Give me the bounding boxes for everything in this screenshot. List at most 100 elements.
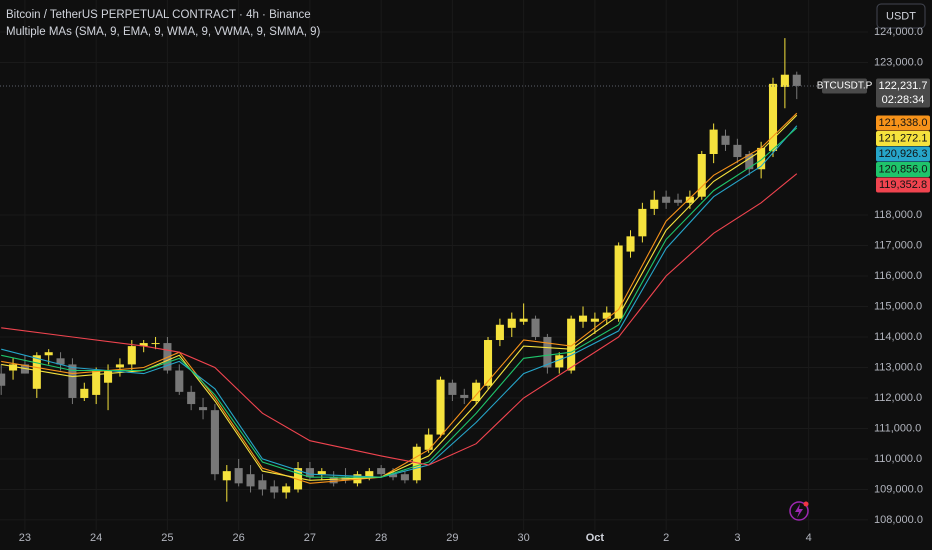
candle-body: [697, 153, 706, 197]
candle-body: [44, 352, 53, 356]
currency-button[interactable]: [876, 3, 926, 29]
ma-price-tag: [876, 177, 930, 193]
candle-body: [139, 343, 148, 347]
ma-price-label: 120,926.3: [879, 148, 928, 160]
x-tick-label: 3: [734, 532, 740, 544]
x-tick-label: 2: [663, 532, 669, 544]
x-tick-label: 27: [304, 532, 316, 544]
candle-body: [483, 340, 493, 386]
x-tick-label: 23: [19, 532, 31, 544]
candle-body: [377, 468, 386, 475]
candle-body: [104, 370, 113, 383]
ma-price-tag: [876, 115, 930, 131]
candle-body: [0, 373, 6, 386]
x-tick-label: 29: [446, 532, 458, 544]
candle-body: [210, 410, 219, 475]
candle-body: [115, 364, 124, 368]
candle-body: [567, 318, 576, 371]
y-tick-label: 123,000.0: [874, 56, 923, 68]
candle-body: [495, 324, 504, 341]
currency-label[interactable]: USDT: [886, 10, 916, 22]
candle-body: [519, 318, 528, 322]
candle-body: [602, 312, 611, 319]
ma-price-label: 120,856.0: [879, 163, 928, 175]
indicator-legend: Multiple MAs (SMA, 9, EMA, 9, WMA, 9, VW…: [6, 26, 321, 38]
x-tick-label: Oct: [586, 532, 605, 544]
candle-body: [792, 74, 801, 86]
y-tick-label: 113,000.0: [874, 361, 922, 373]
x-tick-label: 4: [806, 532, 812, 544]
candle-body: [721, 135, 730, 145]
ma-price-label: 121,272.1: [879, 132, 928, 144]
candle-body: [175, 370, 184, 392]
symbol-tag: [822, 78, 867, 94]
candle-body: [187, 391, 196, 405]
alert-bolt[interactable]: [795, 504, 803, 518]
candle-body: [305, 468, 314, 478]
candle-body: [531, 318, 540, 337]
candle-body: [282, 486, 291, 493]
last-price-tag: [876, 78, 930, 108]
last-price-label: 122,231.7: [879, 80, 928, 92]
candle-body: [424, 434, 433, 450]
candle-body: [709, 129, 718, 154]
candle-body: [578, 315, 588, 322]
candle-body: [294, 468, 303, 490]
ma-price-label: 121,338.0: [879, 117, 928, 129]
y-tick-label: 116,000.0: [874, 270, 922, 282]
x-tick-label: 24: [90, 532, 102, 544]
candle-body: [317, 471, 326, 475]
candle-body: [270, 486, 279, 493]
candle-body: [745, 153, 754, 170]
ma-price-tag: [876, 146, 930, 162]
y-tick-label: 108,000.0: [874, 514, 923, 526]
candle-body: [638, 208, 647, 237]
x-tick-label: 25: [161, 532, 173, 544]
candle-body: [329, 477, 338, 484]
ma-line: [1, 173, 798, 466]
ma-price-label: 119,352.8: [879, 179, 927, 191]
y-tick-label: 117,000.0: [874, 239, 922, 251]
candle-body: [127, 346, 136, 365]
candle-body: [614, 245, 623, 319]
candle-body: [650, 199, 659, 209]
candle-body: [400, 474, 409, 481]
x-tick-label: 28: [375, 532, 387, 544]
candle-body: [436, 379, 445, 435]
grid: [0, 0, 868, 530]
candle-body: [472, 382, 481, 402]
candle-body: [234, 468, 243, 484]
candle-body: [780, 74, 789, 87]
chart-title: Bitcoin / TetherUS PERPETUAL CONTRACT · …: [6, 9, 311, 21]
candle-body: [460, 394, 469, 398]
alert-circle[interactable]: [789, 501, 809, 521]
y-tick-label: 109,000.0: [874, 483, 923, 495]
y-tick-label: 112,000.0: [874, 392, 922, 404]
candle-body: [9, 364, 18, 371]
candle-body: [68, 364, 77, 398]
candle-body: [555, 355, 564, 368]
plot: [0, 38, 868, 502]
alert-icon[interactable]: [789, 501, 809, 521]
ma-price-tag: [876, 130, 930, 146]
candle-body: [768, 83, 778, 151]
candle-body: [199, 407, 208, 411]
candle-body: [246, 474, 255, 487]
candle-body: [626, 236, 635, 252]
candle-body: [590, 318, 599, 322]
y-tick-label: 124,000.0: [874, 26, 923, 38]
alert-dot[interactable]: [803, 501, 809, 507]
y-tick-label: 110,000.0: [874, 453, 922, 465]
candle-body: [507, 318, 516, 328]
ma-line: [1, 127, 798, 478]
candle-body: [56, 358, 65, 365]
ma-line: [1, 112, 798, 484]
y-tick-label: 114,000.0: [874, 331, 922, 343]
candle-body: [151, 343, 160, 345]
y-tick-label: 115,000.0: [874, 300, 922, 312]
candle-body: [388, 474, 398, 478]
candle-body: [258, 480, 267, 490]
ma-price-tag: [876, 161, 930, 177]
